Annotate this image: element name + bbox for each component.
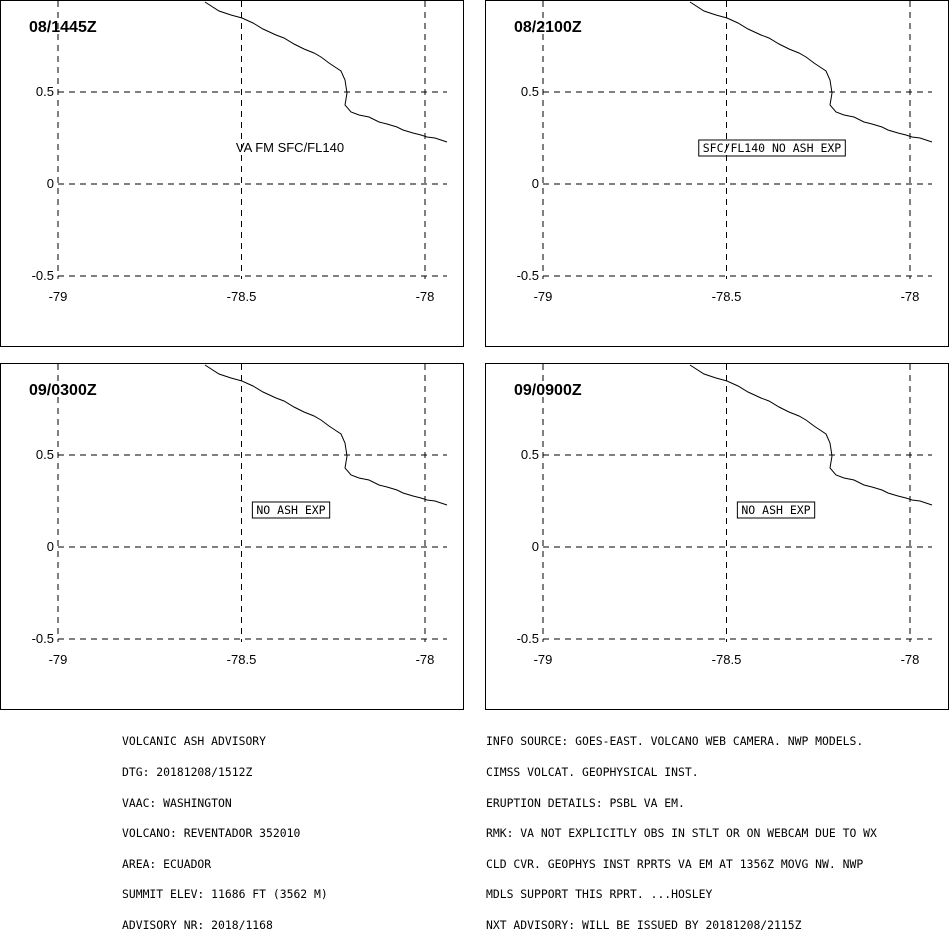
advisory-summary: VOLCANIC ASH ADVISORY DTG: 20181208/1512… — [122, 716, 328, 940]
lon-tick-label: -78.5 — [227, 289, 257, 304]
lon-tick-label: -78 — [901, 652, 920, 667]
footer-line: ERUPTION DETAILS: PSBL VA EM. — [486, 795, 685, 810]
lat-tick-label: 0 — [47, 539, 54, 554]
panel-title: 08/1445Z — [29, 19, 97, 36]
panel-title: 08/2100Z — [514, 19, 582, 36]
lat-tick-label: 0.5 — [36, 447, 54, 462]
forecast-label-box — [698, 139, 846, 157]
forecast-label-box — [736, 501, 816, 519]
forecast-panel-0909z: -79-78.5-78-77.5-770.50-0.5NO ASH EXP 09… — [485, 363, 949, 710]
footer-line: ADVISORY NR: 2018/1168 — [122, 917, 273, 932]
panel-title: 09/0300Z — [29, 382, 97, 399]
lat-tick-label: 0 — [532, 176, 539, 191]
forecast-label: NO ASH EXP — [256, 503, 325, 517]
forecast-panel-0903z: -79-78.5-78-77.5-770.50-0.5NO ASH EXP 09… — [0, 363, 464, 710]
coastline — [689, 1, 933, 143]
coastline — [204, 364, 448, 506]
lat-tick-label: 0.5 — [521, 447, 539, 462]
lon-tick-label: -78 — [416, 289, 435, 304]
forecast-panel-0845z: -79-78.5-78-77.5-770.50-0.5VA FM SFC/FL1… — [0, 0, 464, 347]
lon-tick-label: -79 — [49, 289, 68, 304]
lat-tick-label: -0.5 — [517, 631, 539, 646]
lon-tick-label: -79 — [534, 289, 553, 304]
map-canvas: -79-78.5-78-77.5-770.50-0.5VA FM SFC/FL1… — [32, 1, 448, 304]
footer-line: VOLCANO: REVENTADOR 352010 — [122, 826, 301, 841]
footer-line: CLD CVR. GEOPHYS INST RPRTS VA EM AT 135… — [486, 856, 864, 871]
lon-tick-label: -78.5 — [712, 289, 742, 304]
lat-tick-label: 0.5 — [36, 84, 54, 99]
lon-tick-label: -79 — [534, 652, 553, 667]
lat-tick-label: 0.5 — [521, 84, 539, 99]
forecast-label: NO ASH EXP — [741, 503, 810, 517]
footer-line: SUMMIT ELEV: 11686 FT (3562 M) — [122, 887, 328, 902]
forecast-label: VA FM SFC/FL140 — [236, 140, 344, 155]
footer-line: NXT ADVISORY: WILL BE ISSUED BY 20181208… — [486, 917, 802, 932]
lat-tick-label: -0.5 — [517, 268, 539, 283]
advisory-details: INFO SOURCE: GOES-EAST. VOLCANO WEB CAME… — [486, 716, 877, 940]
map-canvas: -79-78.5-78-77.5-770.50-0.5NO ASH EXP — [32, 364, 448, 667]
footer-line: DTG: 20181208/1512Z — [122, 765, 253, 779]
footer-line: VOLCANIC ASH ADVISORY — [122, 734, 267, 749]
footer-line: INFO SOURCE: GOES-EAST. VOLCANO WEB CAME… — [486, 734, 864, 749]
lon-tick-label: -78.5 — [712, 652, 742, 667]
lon-tick-label: -79 — [49, 652, 68, 667]
lon-tick-label: -78.5 — [227, 652, 257, 667]
forecast-label: SFC/FL140 NO ASH EXP — [703, 141, 842, 155]
footer-line: AREA: ECUADOR — [122, 856, 212, 871]
lat-tick-label: -0.5 — [32, 268, 54, 283]
footer-line: MDLS SUPPORT THIS RPRT. ...HOSLEY — [486, 887, 713, 902]
coastline — [204, 1, 448, 143]
panel-title: 09/0900Z — [514, 382, 582, 399]
footer-line: VAAC: WASHINGTON — [122, 795, 232, 810]
lon-tick-label: -78 — [901, 289, 920, 304]
lat-tick-label: 0 — [47, 176, 54, 191]
lon-tick-label: -78 — [416, 652, 435, 667]
footer-line: CIMSS VOLCAT. GEOPHYSICAL INST. — [486, 765, 699, 779]
map-canvas: -79-78.5-78-77.5-770.50-0.5NO ASH EXP — [517, 364, 933, 667]
lat-tick-label: 0 — [532, 539, 539, 554]
lat-tick-label: -0.5 — [32, 631, 54, 646]
coastline — [689, 364, 933, 506]
footer-line: RMK: VA NOT EXPLICITLY OBS IN STLT OR ON… — [486, 826, 877, 841]
forecast-label-box — [251, 501, 331, 519]
